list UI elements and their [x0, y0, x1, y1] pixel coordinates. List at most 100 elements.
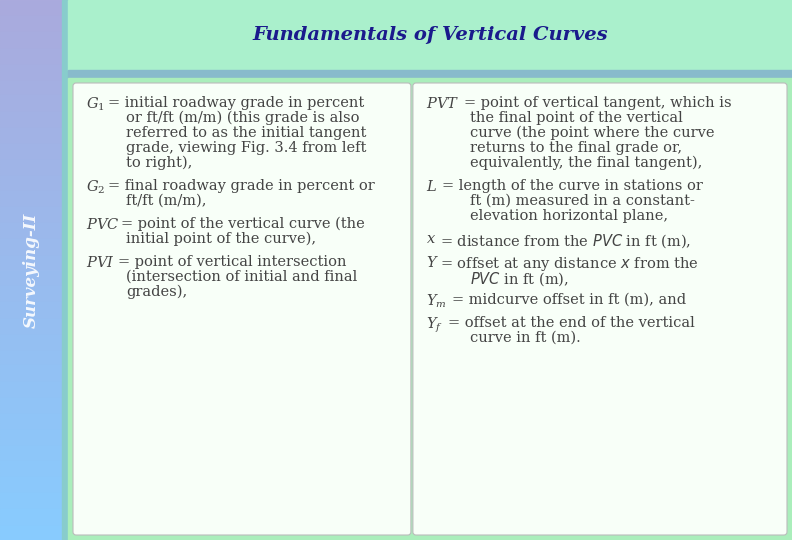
Bar [0, 535, 62, 536]
Bar [0, 58, 62, 59]
Bar [0, 506, 62, 508]
Bar [0, 266, 62, 268]
Bar [0, 339, 62, 340]
Text: equivalently, the final tangent),: equivalently, the final tangent), [470, 156, 703, 171]
Bar [0, 137, 62, 139]
Bar [0, 398, 62, 400]
Bar [0, 147, 62, 150]
Bar [0, 99, 62, 101]
Bar [0, 328, 62, 329]
Bar [0, 184, 62, 185]
Text: = initial roadway grade in percent: = initial roadway grade in percent [108, 96, 364, 110]
Bar [0, 455, 62, 457]
Bar [0, 511, 62, 513]
Text: $PVC$ in ft (m),: $PVC$ in ft (m), [470, 270, 569, 288]
Bar [0, 4, 62, 5]
Bar [0, 130, 62, 131]
Bar [0, 484, 62, 486]
Bar [0, 333, 62, 335]
Bar [0, 54, 62, 56]
Bar [0, 394, 62, 396]
Bar [68, 0, 792, 70]
Bar [0, 135, 62, 137]
Bar [0, 76, 62, 77]
Bar [0, 239, 62, 241]
Bar [0, 2, 62, 4]
Bar [0, 79, 62, 81]
Bar [0, 380, 62, 382]
Text: ft (m) measured in a constant-: ft (m) measured in a constant- [470, 194, 695, 208]
Bar [0, 450, 62, 452]
Bar [0, 421, 62, 423]
Bar [0, 309, 62, 312]
Bar [0, 20, 62, 22]
Bar [0, 479, 62, 481]
Bar [0, 56, 62, 58]
Text: ft/ft (m/m),: ft/ft (m/m), [126, 194, 207, 208]
Bar [0, 119, 62, 120]
Bar [0, 320, 62, 322]
Bar [0, 416, 62, 417]
Bar [0, 171, 62, 173]
Bar [0, 313, 62, 315]
Bar [0, 212, 62, 214]
Bar [0, 524, 62, 525]
Bar [0, 428, 62, 430]
Bar [0, 292, 62, 293]
Bar [0, 355, 62, 356]
Bar [0, 466, 62, 468]
Text: to right),: to right), [126, 156, 192, 171]
Bar [0, 363, 62, 366]
Bar [0, 177, 62, 178]
Bar [0, 463, 62, 464]
Bar [0, 342, 62, 344]
Bar [0, 221, 62, 223]
Bar [0, 538, 62, 540]
Bar [0, 410, 62, 412]
Text: referred to as the initial tangent: referred to as the initial tangent [126, 126, 367, 140]
Bar [0, 405, 62, 407]
Bar [0, 259, 62, 261]
Bar [0, 301, 62, 302]
Bar [0, 166, 62, 167]
Bar [0, 92, 62, 93]
Bar [0, 120, 62, 123]
Bar [0, 201, 62, 204]
Bar [0, 25, 62, 27]
Bar [0, 66, 62, 69]
Text: $x$: $x$ [426, 232, 436, 246]
Bar [0, 378, 62, 380]
Bar [0, 306, 62, 308]
Text: Surveying-II: Surveying-II [22, 212, 40, 328]
Bar [0, 11, 62, 12]
Bar [0, 220, 62, 221]
Bar [0, 517, 62, 518]
Text: $Y_m$: $Y_m$ [426, 293, 447, 310]
Bar [0, 491, 62, 493]
Bar [0, 420, 62, 421]
Bar [0, 486, 62, 488]
Bar [0, 277, 62, 279]
Bar [0, 178, 62, 180]
Text: $Y$: $Y$ [426, 255, 439, 270]
Bar [0, 295, 62, 297]
Bar [0, 326, 62, 328]
Bar [0, 340, 62, 342]
Bar [0, 302, 62, 304]
Bar [0, 414, 62, 416]
Bar [0, 126, 62, 128]
Bar [0, 173, 62, 174]
Bar [0, 403, 62, 405]
Bar [0, 383, 62, 385]
Bar [0, 265, 62, 266]
Bar [0, 520, 62, 522]
Bar [0, 248, 62, 250]
Bar [0, 115, 62, 117]
Bar [0, 160, 62, 162]
Bar [0, 142, 62, 144]
Bar [0, 140, 62, 142]
Bar [0, 335, 62, 336]
Bar [0, 400, 62, 401]
Bar [0, 97, 62, 99]
Bar [0, 214, 62, 216]
